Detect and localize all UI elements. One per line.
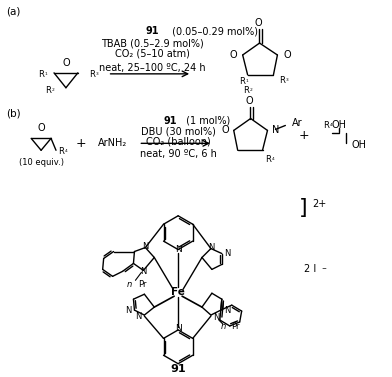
Text: $^-$: $^-$ (320, 265, 328, 274)
Text: R: R (323, 121, 329, 130)
Text: +: + (299, 129, 310, 142)
Text: R: R (279, 76, 285, 85)
Text: N: N (125, 306, 131, 314)
Text: O: O (37, 123, 45, 133)
Text: neat, 25–100 ºC, 24 h: neat, 25–100 ºC, 24 h (99, 63, 206, 73)
Text: N: N (213, 313, 219, 322)
Text: 2 I: 2 I (304, 264, 316, 274)
Text: Ar: Ar (292, 118, 303, 129)
Text: R: R (38, 70, 44, 79)
Text: $^1$: $^1$ (245, 79, 249, 84)
Text: R: R (239, 77, 245, 86)
Text: 91: 91 (163, 115, 177, 126)
Text: ArNH₂: ArNH₂ (98, 138, 127, 148)
Text: R: R (89, 70, 94, 79)
Text: +: + (76, 137, 86, 150)
Text: O: O (229, 50, 237, 60)
Text: $^4$: $^4$ (272, 157, 276, 162)
Text: (a): (a) (6, 6, 21, 16)
Text: N: N (224, 249, 230, 258)
Text: $^3$: $^3$ (285, 78, 290, 83)
Text: O: O (246, 96, 254, 106)
Text: O: O (255, 18, 262, 28)
Text: $^4$: $^4$ (64, 149, 69, 154)
Text: n: n (126, 280, 131, 289)
Text: Fe: Fe (171, 287, 185, 297)
Text: OH: OH (332, 121, 347, 130)
Text: N: N (175, 325, 181, 334)
Text: 2+: 2+ (312, 199, 327, 209)
Text: TBAB (0.5–2.9 mol%): TBAB (0.5–2.9 mol%) (101, 38, 204, 48)
Text: CO₂ (balloon): CO₂ (balloon) (146, 136, 211, 146)
Text: Pr: Pr (231, 322, 239, 331)
Text: N: N (272, 126, 280, 135)
Text: $^1$: $^1$ (44, 72, 49, 77)
Text: OH: OH (352, 140, 367, 150)
Text: N: N (208, 243, 214, 252)
Text: 91: 91 (170, 364, 186, 374)
Text: O: O (283, 50, 291, 60)
Text: N: N (175, 245, 181, 254)
Text: $^2$: $^2$ (51, 88, 55, 93)
Text: (10 equiv.): (10 equiv.) (18, 158, 64, 167)
Text: N: N (142, 242, 149, 251)
Text: N: N (135, 311, 142, 320)
Text: N: N (140, 267, 147, 276)
Text: CO₂ (5–10 atm): CO₂ (5–10 atm) (115, 48, 190, 58)
Text: R: R (45, 86, 51, 95)
Text: 91: 91 (145, 26, 159, 36)
Text: $^4$: $^4$ (329, 123, 334, 128)
Text: N: N (224, 306, 230, 314)
Text: n: n (221, 322, 226, 331)
Text: O: O (221, 126, 229, 135)
Text: DBU (30 mol%): DBU (30 mol%) (141, 126, 216, 136)
Text: (b): (b) (6, 109, 21, 118)
Text: (1 mol%): (1 mol%) (183, 115, 230, 126)
Text: R: R (58, 147, 64, 156)
Text: ]: ] (299, 198, 308, 218)
Text: O: O (62, 58, 70, 68)
Text: Pr: Pr (138, 280, 147, 289)
Text: neat, 90 ºC, 6 h: neat, 90 ºC, 6 h (140, 149, 216, 159)
Text: R: R (243, 86, 249, 95)
Text: (0.05–0.29 mol%): (0.05–0.29 mol%) (169, 26, 258, 36)
Text: $^3$: $^3$ (95, 72, 99, 77)
Text: $^2$: $^2$ (249, 88, 253, 93)
Text: R: R (265, 155, 271, 164)
